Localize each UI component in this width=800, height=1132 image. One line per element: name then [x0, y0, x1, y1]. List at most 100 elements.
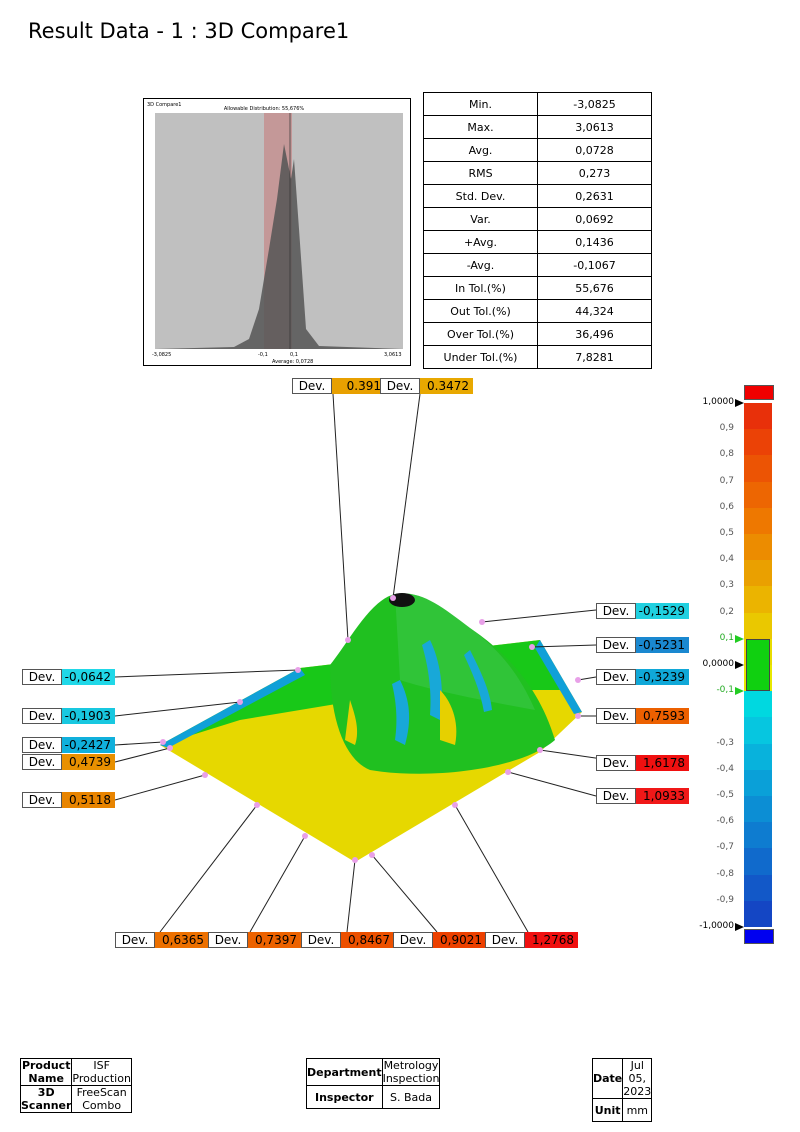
stats-row: +Avg. 0,1436 [423, 230, 652, 254]
tolerance-band [746, 638, 770, 692]
color-segment [744, 769, 772, 797]
stats-row: Min. -3,0825 [423, 92, 652, 116]
stats-row: Under Tol.(%) 7,8281 [423, 345, 652, 369]
color-segment [744, 560, 772, 587]
stats-row: Out Tol.(%) 44,324 [423, 299, 652, 323]
footer-product-table: Product Name ISF Production 3D Scanner Fre… [19, 1058, 132, 1113]
callout-value: 0,4739 [62, 754, 115, 770]
measure-point [167, 745, 173, 751]
cone-yellow-patch [345, 700, 358, 745]
colorbar-tick-label: -0,3 [716, 737, 734, 748]
deviation-callout[interactable]: Dev. 0.391 [292, 378, 385, 394]
colorbar-tick-label: 0,2 [719, 606, 734, 617]
callout-label: Dev. [596, 788, 636, 804]
color-segment [744, 848, 772, 876]
plate-edge-blue [160, 668, 305, 748]
colorbar-tick-label: 0,5 [719, 528, 734, 538]
color-segment [744, 586, 772, 614]
colorbar-tol-low-label: -0,1 [716, 685, 734, 696]
color-segment [744, 534, 772, 561]
measure-point [345, 637, 351, 643]
deviation-callout[interactable]: Dev. -0,1529 [596, 603, 689, 619]
measure-point [537, 747, 543, 753]
scanner-value: FreeScan Combo [71, 1085, 132, 1113]
deviation-callout[interactable]: Dev. 0,4739 [22, 754, 115, 770]
deviation-callout[interactable]: Dev. 0,7593 [596, 708, 689, 724]
callout-value: 1,6178 [636, 755, 689, 771]
callout-value: -0,3239 [636, 669, 689, 685]
inspector-label: Inspector [306, 1085, 383, 1109]
footer-department-table: Department Metrology Inspection Inspector… [306, 1058, 441, 1109]
stats-row: Std. Dev. 0,2631 [423, 184, 652, 208]
callout-value: 1,2768 [525, 932, 578, 948]
leader-line [454, 804, 529, 933]
measure-point [390, 595, 396, 601]
callout-value: 0,9021 [433, 932, 486, 948]
callout-value: 0,8467 [341, 932, 394, 948]
color-segment [744, 796, 772, 823]
measure-point [254, 802, 260, 808]
measure-point [237, 699, 243, 705]
product-name-label: Product Name [19, 1058, 73, 1086]
deviation-callout[interactable]: Dev. -0,2427 [22, 737, 115, 753]
callout-label: Dev. [22, 708, 62, 724]
colorbar-tick-label: 0,3 [719, 580, 734, 591]
measure-point [529, 644, 535, 650]
callout-label: Dev. [22, 792, 62, 808]
stat-label: Std. Dev. [423, 184, 538, 208]
stat-label: In Tol.(%) [423, 276, 538, 300]
deviation-callout[interactable]: Dev. 0,8467 [301, 932, 394, 948]
colorbar-tick-label: -0,5 [716, 790, 734, 800]
plate-edge-blue-right [535, 640, 582, 714]
callout-value: -0,1903 [62, 708, 115, 724]
deviation-callout[interactable]: Dev. -0,5231 [596, 637, 689, 653]
callout-label: Dev. [22, 737, 62, 753]
callout-label: Dev. [208, 932, 248, 948]
leader-line [577, 676, 597, 681]
deviation-callout[interactable]: Dev. 0,7397 [208, 932, 301, 948]
callout-value: -0,2427 [62, 737, 115, 753]
colorbar-zero-label-marker-icon [735, 661, 744, 669]
scanner-label: 3D Scanner [19, 1085, 73, 1113]
callout-label: Dev. [115, 932, 155, 948]
callout-value: -0,5231 [636, 637, 689, 653]
leader-line [114, 774, 206, 801]
department-value: Metrology Inspection [381, 1058, 441, 1086]
leader-line [114, 669, 299, 678]
measure-point [575, 677, 581, 683]
callout-label: Dev. [22, 669, 62, 685]
color-segment [744, 822, 772, 849]
callout-value: 0.391 [332, 378, 385, 394]
colorbar-tol-low-label-marker-icon [735, 687, 744, 696]
deviation-callout[interactable]: Dev. 1,0933 [596, 788, 689, 804]
cone-blue-patch [464, 650, 492, 712]
colorbar-min-label: -1,0000 [699, 921, 734, 931]
deviation-callout[interactable]: Dev. -0,1903 [22, 708, 115, 724]
callout-value: -0,0642 [62, 669, 115, 685]
under-tolerance-swatch [744, 929, 774, 944]
callout-value: 1,0933 [636, 788, 689, 804]
stats-row: In Tol.(%) 55,676 [423, 276, 652, 300]
stat-value: 0,1436 [537, 230, 652, 254]
department-label: Department [306, 1058, 383, 1086]
colorbar-tick-label: -0,8 [716, 868, 734, 879]
deviation-callout[interactable]: Dev. 0.3472 [380, 378, 473, 394]
deviation-callout[interactable]: Dev. 0,6365 [115, 932, 208, 948]
leader-line [249, 835, 306, 933]
leader-line [392, 393, 421, 599]
deviation-callout[interactable]: Dev. -0,0642 [22, 669, 115, 685]
deviation-callout[interactable]: Dev. 0,9021 [393, 932, 486, 948]
deviation-callout[interactable]: Dev. 1,6178 [596, 755, 689, 771]
stats-row: -Avg. -0,1067 [423, 253, 652, 277]
deviation-callout[interactable]: Dev. 1,2768 [485, 932, 578, 948]
callout-label: Dev. [596, 603, 636, 619]
histogram-average: Average: 0,0728 [272, 359, 313, 365]
colorbar-tick-label: 0,6 [719, 501, 734, 512]
deviation-callout[interactable]: Dev. 0,5118 [22, 792, 115, 808]
deviation-callout[interactable]: Dev. -0,3239 [596, 669, 689, 685]
callout-label: Dev. [301, 932, 341, 948]
cone-blue-patch [392, 680, 410, 745]
color-segment [744, 900, 772, 928]
statistics-table: Min. -3,0825 Max. 3,0613 Avg. 0,0728 RMS 0,273 S… [423, 92, 652, 369]
